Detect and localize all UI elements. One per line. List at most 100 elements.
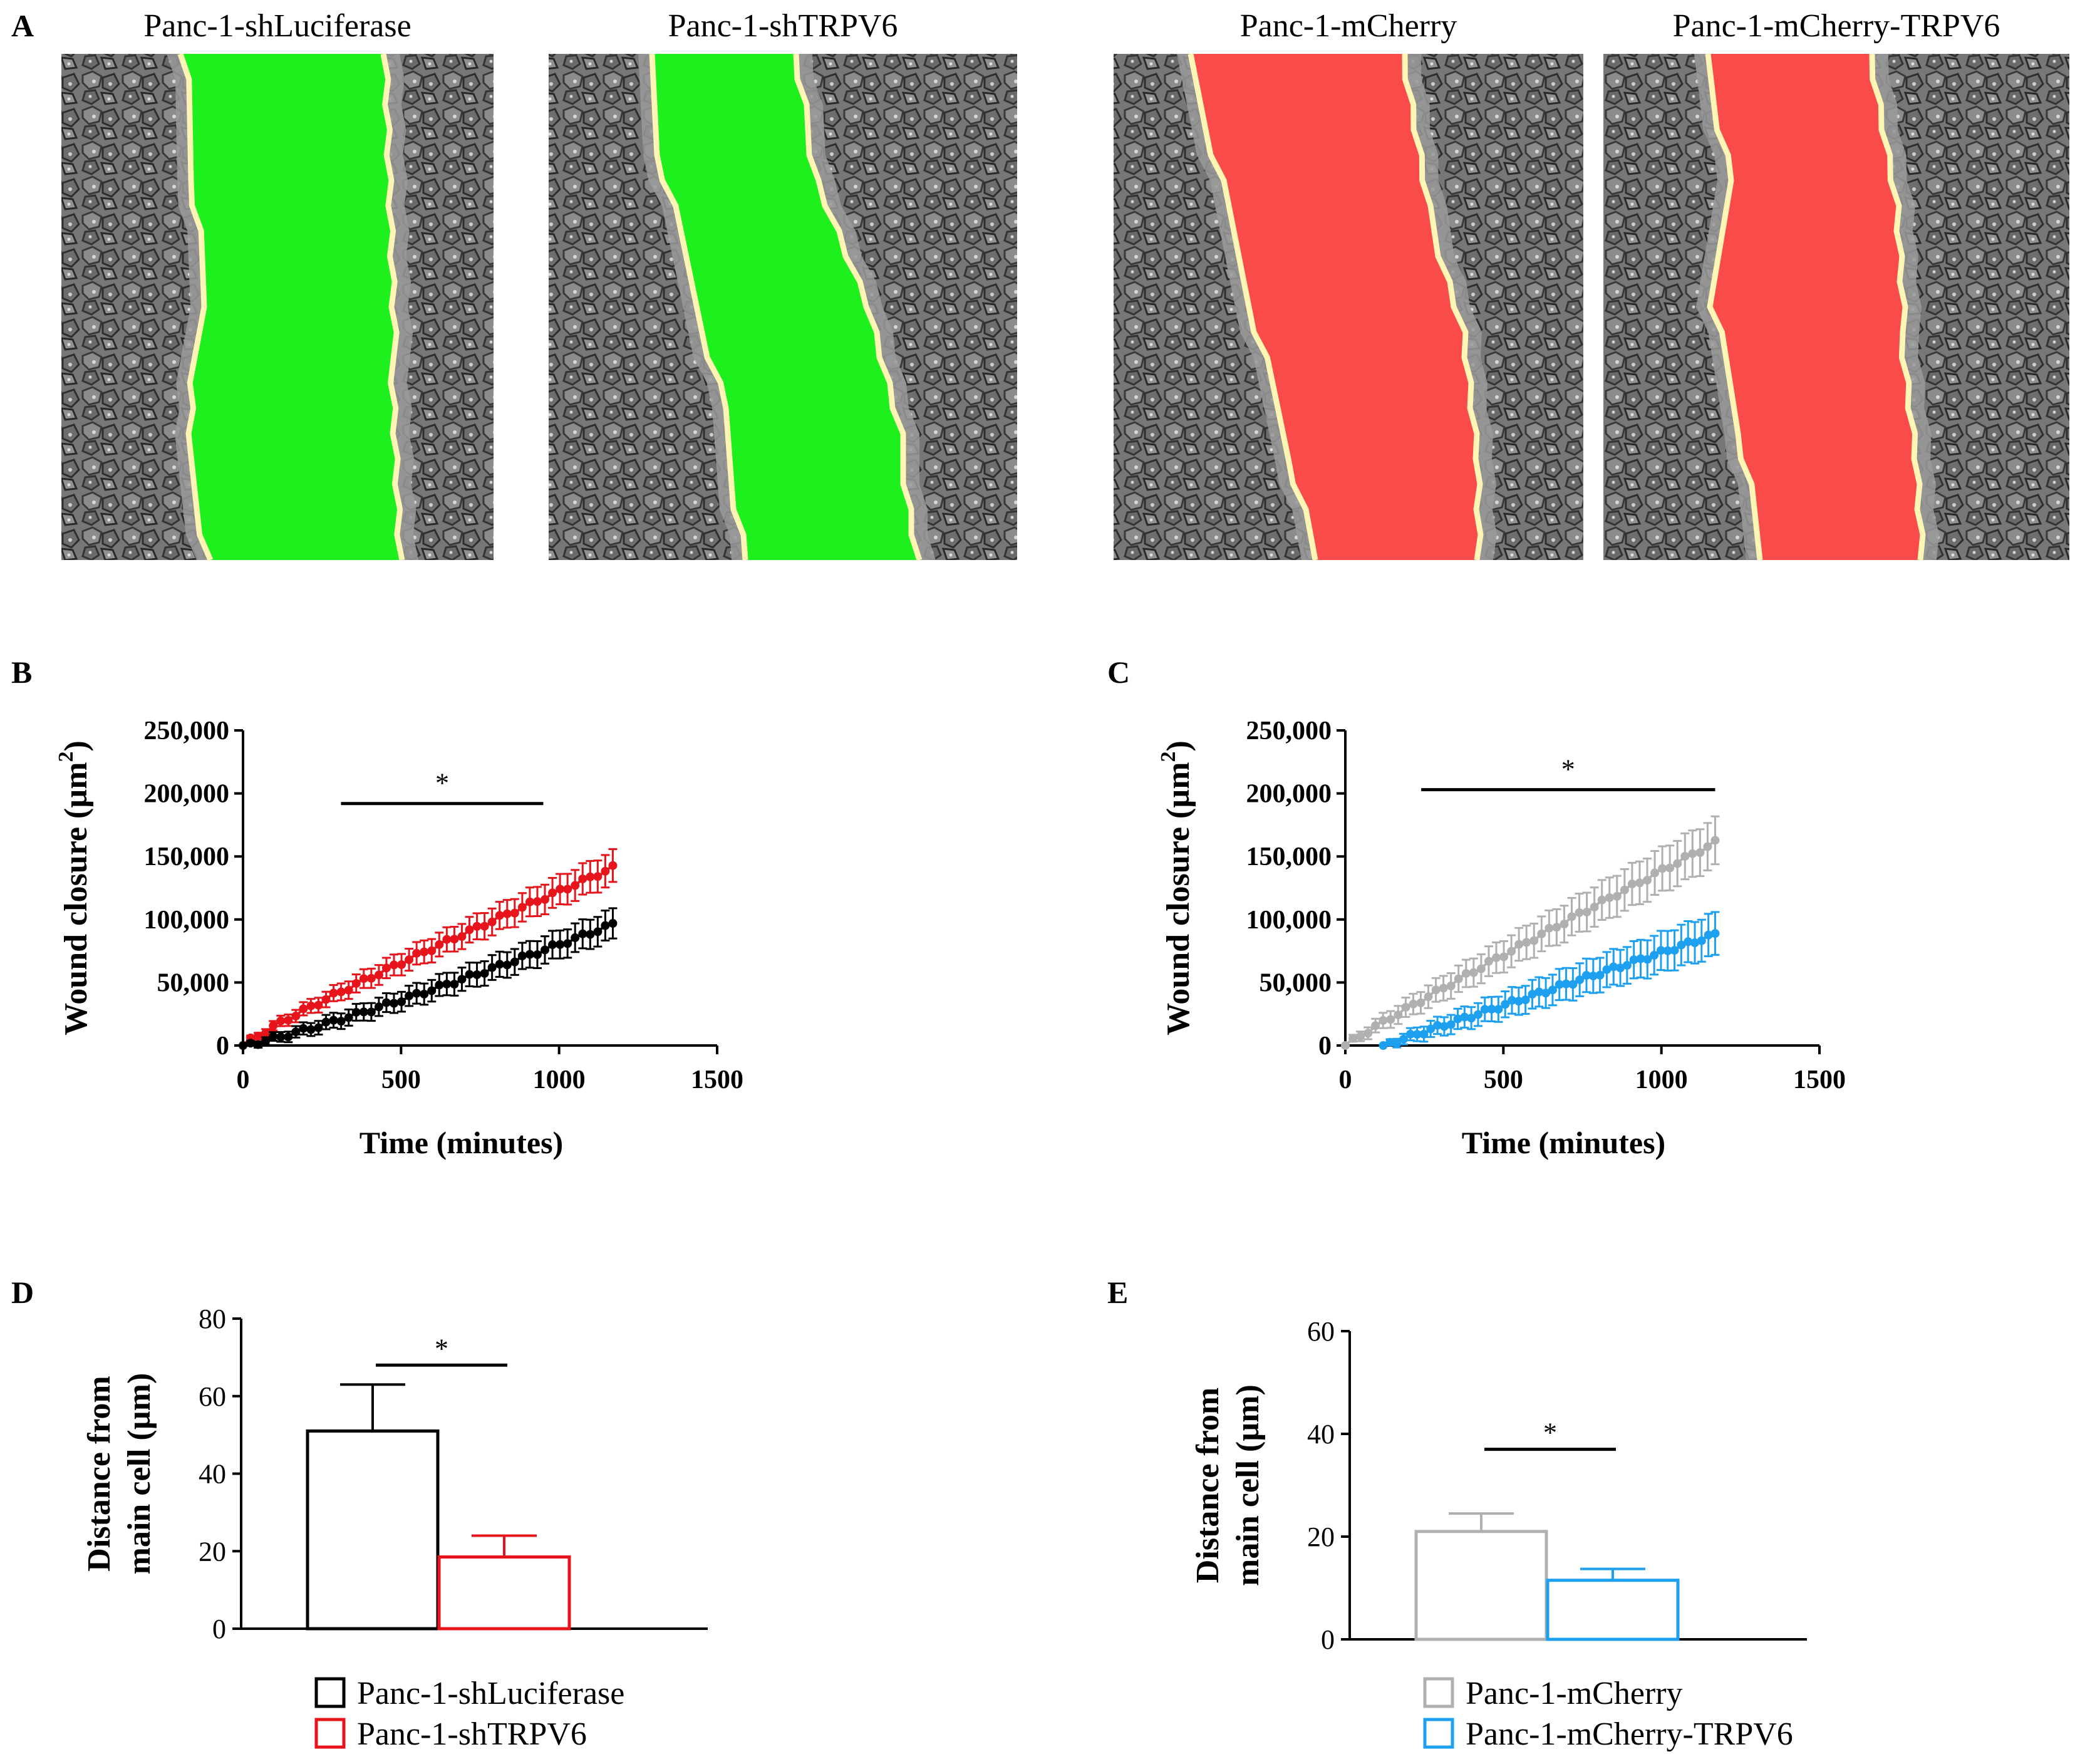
data-point [344, 1013, 353, 1022]
legend-swatch [1423, 1677, 1454, 1708]
y-tick-label: 0 [1318, 1032, 1332, 1061]
data-point [532, 950, 542, 959]
y-tick-label: 150,000 [144, 843, 230, 871]
data-point [563, 939, 572, 948]
data-point [435, 940, 444, 949]
data-point [1473, 1010, 1482, 1019]
data-point [1379, 1016, 1388, 1025]
panel-label-a: A [11, 8, 34, 43]
legend-swatch [314, 1677, 346, 1708]
legend-label: Panc-1-mCherry-TRPV6 [1466, 1716, 1793, 1752]
data-point [1650, 950, 1659, 960]
wound-area-overlay [180, 54, 402, 560]
data-point [1710, 836, 1720, 845]
data-point [1386, 1015, 1395, 1024]
data-point [1548, 985, 1557, 995]
data-point [321, 1017, 331, 1027]
data-point [608, 861, 618, 870]
data-point [1508, 995, 1517, 1005]
data-point [495, 960, 504, 969]
panel-a-micrographs: Panc-1-shLuciferase Panc-1-shTRPV6 Panc-1-… [61, 8, 2069, 561]
data-point [1405, 1029, 1415, 1039]
chart-e-distance: 0 20 40 60 Distance from main cell (µm) * Panc-… [1190, 1316, 1807, 1752]
data-point [1507, 947, 1516, 956]
data-point [556, 940, 565, 949]
data-point [1534, 987, 1544, 997]
data-point [502, 909, 512, 918]
data-point [1469, 968, 1478, 977]
series-blue [1379, 911, 1720, 1050]
data-point [450, 980, 459, 989]
data-point [517, 903, 527, 912]
data-point [1697, 936, 1706, 945]
data-point [525, 950, 534, 959]
micrograph-2: Panc-1-shTRPV6 [549, 8, 1017, 561]
data-point [1446, 1020, 1456, 1029]
data-point [246, 1039, 256, 1048]
data-point [344, 985, 353, 995]
data-point [480, 921, 489, 931]
data-point [1656, 946, 1665, 955]
y-axis-label: Distance from main cell (µm) [81, 1373, 157, 1575]
micrograph-title: Panc-1-mCherry-TRPV6 [1673, 8, 2000, 44]
wound-area-overlay [652, 54, 919, 560]
data-point [374, 970, 383, 980]
data-point [487, 917, 497, 926]
micrograph-title: Panc-1-shTRPV6 [668, 8, 898, 44]
data-point [1680, 852, 1690, 861]
data-point [1670, 946, 1679, 955]
wound-edge-right [793, 53, 923, 561]
series-grey [1341, 815, 1720, 1050]
data-point [1487, 1004, 1496, 1014]
data-point [1476, 964, 1486, 973]
data-point [1446, 981, 1456, 990]
y-tick-label: 250,000 [1246, 717, 1332, 745]
data-point [1544, 923, 1554, 933]
data-point [1392, 1039, 1402, 1048]
data-point [1643, 955, 1652, 964]
data-point [1561, 979, 1571, 988]
wound-edge-left [649, 53, 748, 561]
micrograph-1: Panc-1-shLuciferase [61, 8, 494, 561]
y-tick-label: 150,000 [1246, 843, 1332, 871]
data-point [457, 975, 467, 984]
data-point [397, 997, 406, 1007]
data-point [510, 957, 519, 967]
y-axis-label-line1: Distance from [81, 1376, 117, 1571]
data-point [465, 925, 474, 935]
data-point [1416, 998, 1425, 1007]
data-point [480, 968, 489, 978]
data-point [381, 998, 391, 1007]
data-point [1650, 868, 1660, 878]
data-point [563, 885, 572, 894]
data-point [420, 947, 429, 957]
data-point [472, 921, 482, 931]
significance-star: * [1561, 754, 1575, 785]
y-axis-label-text: Wound closure (µm [1161, 762, 1196, 1035]
bar [1546, 1579, 1680, 1641]
data-point [1663, 946, 1672, 955]
y-axis-label: Wound closure (µm2) [54, 740, 94, 1035]
data-point [1677, 940, 1686, 950]
data-point [532, 897, 542, 906]
data-point [1710, 929, 1720, 938]
panel-label-e: E [1107, 1275, 1128, 1310]
data-point [1704, 930, 1713, 940]
data-point [269, 1021, 278, 1030]
data-point [1541, 988, 1551, 998]
data-point [359, 1007, 368, 1017]
x-tick-label: 0 [237, 1066, 250, 1094]
data-point [351, 1007, 361, 1017]
data-point [1401, 1002, 1410, 1012]
data-point [1514, 940, 1524, 949]
data-point [374, 1002, 383, 1012]
data-point [608, 919, 618, 928]
data-point [1412, 1030, 1422, 1039]
data-point [571, 933, 580, 942]
data-point [1636, 954, 1645, 963]
data-point [239, 1041, 247, 1050]
data-point [1453, 1014, 1462, 1024]
y-axis-label-sup: 2 [1157, 751, 1180, 762]
data-point [502, 960, 512, 970]
